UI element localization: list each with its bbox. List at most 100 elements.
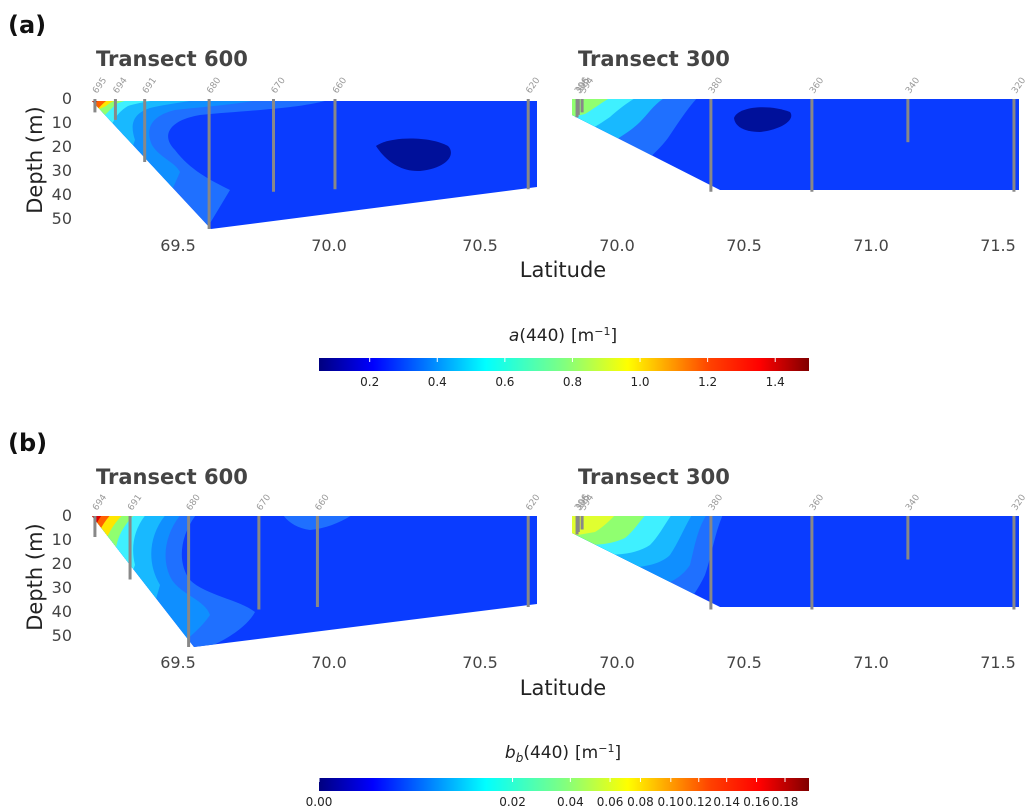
panel-a-xtick: 70.0 xyxy=(599,236,635,255)
panel-b-colorbar-gradient xyxy=(319,778,809,791)
panel-b-transect-300-contours xyxy=(572,516,1019,607)
panel-b-transect-600-title: Transect 600 xyxy=(96,465,248,489)
panel-b-xtick: 70.0 xyxy=(599,653,635,672)
panel-a-cb-title-unit-sup: −1 xyxy=(594,325,610,338)
colorbar-tick-label: 1.2 xyxy=(698,375,717,389)
station-label: 620 xyxy=(524,76,542,96)
panel-a-label: (a) xyxy=(8,11,46,39)
colorbar-tick-label: 0.04 xyxy=(557,795,584,809)
panel-b-label: (b) xyxy=(8,429,47,457)
colorbar-tick-label: 0.8 xyxy=(563,375,582,389)
panel-a-ytick: 10 xyxy=(52,113,72,132)
panel-a-xtick: 71.5 xyxy=(980,236,1016,255)
colorbar-tick-label: 0.08 xyxy=(627,795,654,809)
panel-a: (a) Transect 600 Transect 300 0 xyxy=(8,11,1028,389)
station-label: 340 xyxy=(904,76,922,96)
panel-a-transect-600-contours xyxy=(92,101,537,229)
station-label: 694 xyxy=(112,76,130,96)
panel-b-colorbar-title: bb(440) [m−1] xyxy=(505,742,621,765)
station-label: 660 xyxy=(314,493,332,513)
panel-b-x-axis: 69.5 70.0 70.5 70.0 70.5 71.0 71.5 Latit… xyxy=(160,653,1016,700)
panel-b-xtick: 70.5 xyxy=(462,653,498,672)
colorbar-tick-label: 0.18 xyxy=(772,795,799,809)
panel-a-xlabel: Latitude xyxy=(520,258,606,282)
station-label: 694 xyxy=(91,493,109,513)
panel-b-xtick: 69.5 xyxy=(160,653,196,672)
panel-a-colorbar-title: a(440) [m−1] xyxy=(509,325,617,346)
station-label: 320 xyxy=(1010,493,1028,513)
panel-a-ytick: 40 xyxy=(52,185,72,204)
station-label: 380 xyxy=(707,493,725,513)
station-label: 340 xyxy=(904,493,922,513)
station-label: 380 xyxy=(707,76,725,96)
panel-a-transect-300-title: Transect 300 xyxy=(578,47,730,71)
station-label: 670 xyxy=(255,493,273,513)
station-label: 320 xyxy=(1010,76,1028,96)
panel-b-y-axis: 0 10 20 30 40 50 Depth (m) xyxy=(23,506,72,645)
panel-b-colorbar: bb(440) [m−1] 0.00 0.02 0.04 0.06 0.08 0.10 0.1… xyxy=(306,742,809,809)
panel-a-xtick: 70.0 xyxy=(311,236,347,255)
panel-a-ytick: 0 xyxy=(62,89,72,108)
station-label: 360 xyxy=(808,76,826,96)
station-label: 680 xyxy=(205,76,223,96)
panel-a-cb-title-unit: [m xyxy=(571,326,594,346)
panel-a-xtick: 69.5 xyxy=(160,236,196,255)
colorbar-tick-label: 0.10 xyxy=(657,795,684,809)
colorbar-tick-label: 0.12 xyxy=(685,795,712,809)
panel-b-cb-title-sub: b xyxy=(516,751,524,765)
colorbar-tick-label: 1.4 xyxy=(766,375,785,389)
panel-a-transect-300-contours xyxy=(572,99,1019,190)
panel-b-xtick: 70.0 xyxy=(311,653,347,672)
panel-b-ytick: 0 xyxy=(62,506,72,525)
panel-a-cb-title-unit-close: ] xyxy=(610,326,617,346)
panel-b-cb-title-unit-close: ] xyxy=(614,743,621,763)
panel-a-ylabel: Depth (m) xyxy=(23,106,47,213)
panel-b: (b) Transect 600 Transect 300 0 1 xyxy=(8,429,1028,809)
panel-b-ytick: 50 xyxy=(52,626,72,645)
panel-a-xtick: 71.0 xyxy=(853,236,889,255)
colorbar-tick-label: 1.0 xyxy=(630,375,649,389)
colorbar-tick-label: 0.4 xyxy=(428,375,447,389)
panel-a-xtick: 70.5 xyxy=(726,236,762,255)
colorbar-tick-label: 0.06 xyxy=(597,795,624,809)
panel-a-y-axis: 0 10 20 30 40 50 Depth (m) xyxy=(23,89,72,228)
panel-b-cb-title-unit: [m xyxy=(575,743,598,763)
panel-b-xtick: 71.0 xyxy=(853,653,889,672)
panel-a-colorbar: a(440) [m−1] 0.2 0.4 0.6 0.8 1.0 1.2 1.4 xyxy=(319,325,809,389)
panel-a-ytick: 30 xyxy=(52,161,72,180)
panel-b-xtick: 71.5 xyxy=(980,653,1016,672)
panel-b-ytick: 30 xyxy=(52,578,72,597)
colorbar-tick-label: 0.16 xyxy=(743,795,770,809)
station-label: 660 xyxy=(331,76,349,96)
panel-a-cb-title-arg: (440) xyxy=(519,326,565,346)
station-label: 360 xyxy=(808,493,826,513)
colorbar-tick-label: 0.14 xyxy=(713,795,740,809)
station-label: 670 xyxy=(270,76,288,96)
panel-b-colorbar-ticks: 0.00 0.02 0.04 0.06 0.08 0.10 0.12 0.14 0.16 0.18 xyxy=(306,778,799,809)
panel-b-transect-300-title: Transect 300 xyxy=(578,465,730,489)
panel-a-colorbar-gradient xyxy=(319,358,809,371)
panel-a-x-axis: 69.5 70.0 70.5 70.0 70.5 71.0 71.5 Latit… xyxy=(160,236,1016,282)
station-label: 620 xyxy=(524,493,542,513)
panel-b-cb-title-unit-sup: −1 xyxy=(598,742,614,755)
panel-b-cb-title-var: b xyxy=(505,743,516,763)
panel-a-ytick: 50 xyxy=(52,209,72,228)
colorbar-tick-label: 0.6 xyxy=(495,375,514,389)
colorbar-tick-label: 0.02 xyxy=(499,795,526,809)
panel-a-colorbar-ticks: 0.2 0.4 0.6 0.8 1.0 1.2 1.4 xyxy=(360,358,785,389)
panel-a-cb-title-var: a xyxy=(509,326,519,346)
panel-b-ytick: 20 xyxy=(52,554,72,573)
panel-a-ytick: 20 xyxy=(52,137,72,156)
panel-b-xlabel: Latitude xyxy=(520,676,606,700)
panel-b-cb-title-arg: (440) xyxy=(523,743,569,763)
panel-b-transect-600-contours xyxy=(92,516,537,647)
station-label: 695 xyxy=(91,76,109,96)
panel-a-xtick: 70.5 xyxy=(462,236,498,255)
panel-a-transect-600-title: Transect 600 xyxy=(96,47,248,71)
station-label: 691 xyxy=(126,493,144,513)
panel-b-ylabel: Depth (m) xyxy=(23,523,47,630)
station-label: 691 xyxy=(141,76,159,96)
colorbar-tick-label: 0.2 xyxy=(360,375,379,389)
panel-b-ytick: 10 xyxy=(52,530,72,549)
